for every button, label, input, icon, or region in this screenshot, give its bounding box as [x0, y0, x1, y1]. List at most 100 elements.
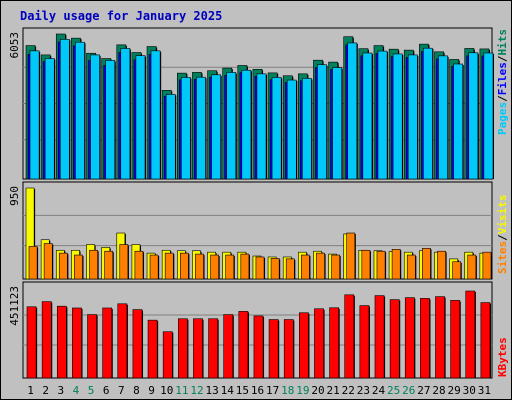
x-tick-label-day-26: 26: [402, 384, 415, 397]
x-tick-label-day-17: 17: [266, 384, 279, 397]
x-tick-label-day-15: 15: [236, 384, 249, 397]
bar-sites-day-22: [346, 232, 356, 280]
bars-layer: [25, 33, 494, 379]
y-max-label-hits-files-pages: 6053: [8, 32, 21, 59]
x-tick-label-day-3: 3: [58, 384, 65, 397]
bar-sites-day-5: [89, 249, 98, 280]
x-tick-label-day-20: 20: [311, 384, 324, 397]
legend-visits: Visits: [496, 195, 509, 235]
bar-pages-day-7: [120, 48, 131, 180]
bar-pages-day-23: [362, 52, 373, 180]
x-tick-label-day-2: 2: [42, 384, 49, 397]
bar-kbytes-day-17: [268, 319, 279, 379]
bar-kbytes-day-3: [56, 305, 67, 379]
bar-kbytes-day-7: [117, 303, 128, 379]
bar-sites-day-11: [179, 252, 189, 280]
x-tick-label-day-28: 28: [432, 384, 445, 397]
bar-kbytes-day-28: [435, 296, 445, 379]
x-tick-label-day-23: 23: [357, 384, 370, 397]
bar-sites-day-9: [149, 254, 159, 280]
x-tick-label-day-16: 16: [251, 384, 264, 397]
bar-pages-day-8: [135, 55, 146, 180]
bar-kbytes-day-26: [404, 297, 415, 379]
bar-sites-day-2: [43, 243, 53, 280]
bar-kbytes-day-10: [162, 331, 173, 379]
bar-kbytes-day-19: [299, 312, 309, 379]
legend-files: Files: [496, 62, 509, 95]
bar-kbytes-day-31: [480, 302, 491, 379]
bar-pages-day-27: [423, 47, 433, 180]
bar-pages-day-1: [29, 50, 40, 180]
bar-kbytes-day-13: [208, 318, 218, 379]
bar-pages-day-16: [256, 73, 267, 180]
bar-sites-day-21: [331, 254, 341, 280]
bar-kbytes-day-27: [420, 298, 430, 379]
bar-pages-day-15: [241, 69, 252, 180]
chart-title: Daily usage for January 2025: [20, 9, 222, 23]
bar-sites-day-13: [210, 254, 219, 280]
bar-sites-day-15: [240, 253, 250, 280]
bar-kbytes-day-2: [41, 301, 52, 379]
bar-sites-day-10: [164, 252, 174, 280]
legend-sep: /: [496, 95, 509, 102]
bar-pages-day-29: [453, 63, 464, 180]
legend-hits: Hits: [496, 29, 509, 56]
bar-kbytes-day-20: [314, 308, 324, 379]
x-tick-label-day-6: 6: [103, 384, 110, 397]
bar-pages-day-19: [302, 78, 312, 180]
x-tick-label-day-1: 1: [27, 384, 34, 397]
bar-pages-day-14: [226, 72, 237, 180]
bar-kbytes-day-11: [177, 318, 188, 379]
bar-pages-day-13: [211, 74, 221, 180]
x-tick-label-day-29: 29: [448, 384, 461, 397]
x-tick-label-day-9: 9: [148, 384, 155, 397]
bar-pages-day-18: [286, 79, 297, 180]
bar-kbytes-day-16: [253, 315, 264, 379]
bar-kbytes-day-21: [329, 307, 340, 379]
bar-sites-day-8: [134, 250, 144, 280]
x-tick-label-day-31: 31: [478, 384, 491, 397]
x-tick-label-day-30: 30: [463, 384, 476, 397]
x-tick-label-day-24: 24: [372, 384, 386, 397]
legend-text: Sites/Visits: [496, 195, 509, 275]
bar-pages-day-6: [105, 60, 116, 180]
y-max-label-kbytes: 451123: [8, 286, 21, 326]
bar-pages-day-21: [332, 67, 343, 180]
bar-sites-day-6: [104, 250, 114, 280]
x-tick-label-day-27: 27: [417, 384, 430, 397]
bar-sites-day-28: [437, 250, 446, 280]
bar-sites-day-14: [225, 254, 235, 280]
bar-sites-day-19: [301, 254, 310, 280]
bar-sites-day-29: [452, 261, 462, 280]
bar-sites-day-24: [376, 250, 386, 280]
bar-kbytes-day-24: [374, 295, 385, 379]
x-tick-label-day-4: 4: [73, 384, 80, 397]
bar-sites-day-4: [74, 254, 83, 280]
bar-pages-day-5: [90, 54, 100, 180]
bar-kbytes-day-18: [283, 319, 294, 379]
legend-sites: Sites: [496, 241, 509, 274]
bar-kbytes-day-8: [132, 309, 143, 379]
bar-kbytes-day-23: [359, 305, 370, 379]
bar-pages-day-10: [165, 94, 176, 180]
bar-kbytes-day-25: [389, 299, 400, 379]
bar-sites-day-16: [255, 256, 265, 280]
x-tick-label-day-21: 21: [327, 384, 340, 397]
bar-pages-day-2: [44, 58, 55, 180]
bar-sites-day-27: [422, 248, 431, 280]
bar-pages-day-9: [150, 50, 161, 180]
bar-kbytes-day-30: [465, 290, 476, 379]
bar-sites-day-20: [316, 252, 325, 280]
bar-pages-day-28: [438, 55, 448, 180]
bar-pages-day-24: [377, 50, 388, 180]
legend-text: Pages/Files/Hits: [496, 29, 509, 135]
bar-pages-day-25: [392, 53, 403, 180]
x-tick-label-day-18: 18: [281, 384, 294, 397]
bar-sites-day-1: [28, 246, 38, 280]
x-tick-label-day-8: 8: [133, 384, 140, 397]
legend-text: KBytes: [496, 337, 509, 377]
x-tick-label-day-11: 11: [175, 384, 188, 397]
